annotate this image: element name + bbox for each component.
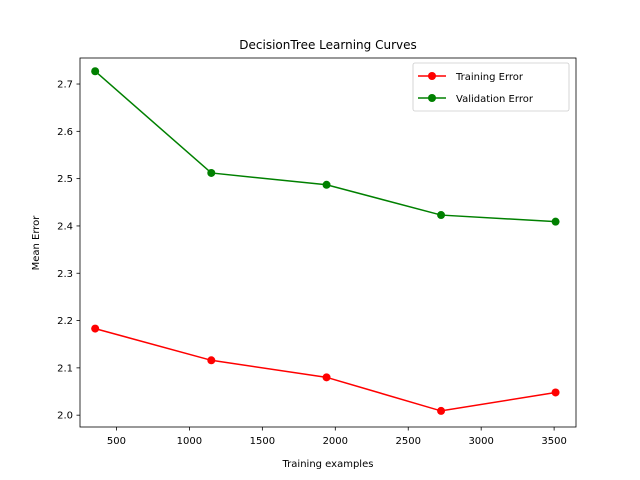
- legend-frame: [412, 62, 570, 112]
- data-point: [91, 324, 100, 333]
- y-tick-label: 2.0: [57, 411, 73, 422]
- y-axis: 2.0 2.1 2.2 2.3 2.4 2.5 2.6 2.7: [57, 80, 80, 422]
- series-layer: [91, 67, 560, 415]
- x-tick-label: 3000: [468, 436, 493, 447]
- x-tick-label: 2000: [323, 436, 348, 447]
- data-point: [551, 217, 560, 226]
- series-line: [94, 327, 556, 412]
- y-tick-label: 2.2: [57, 316, 73, 327]
- data-point: [322, 180, 331, 189]
- x-axis: 500 1000 1500 2000 2500 3000 3500: [107, 427, 567, 447]
- y-tick-label: 2.7: [57, 80, 73, 91]
- y-tick-label: 2.1: [57, 363, 73, 374]
- data-point: [207, 168, 216, 177]
- y-tick-label: 2.5: [57, 174, 73, 185]
- x-tick-label: 2500: [396, 436, 421, 447]
- data-point: [551, 388, 560, 397]
- x-tick-label: 3500: [541, 436, 566, 447]
- y-tick-label: 2.3: [57, 269, 73, 280]
- chart-title: DecisionTree Learning Curves: [239, 38, 416, 52]
- legend-label: Training Error: [455, 72, 524, 83]
- data-point: [437, 211, 446, 220]
- legend-marker: [428, 94, 436, 102]
- x-tick-label: 500: [107, 436, 126, 447]
- plot-frame: [79, 57, 577, 428]
- x-axis-label: Training examples: [282, 459, 374, 470]
- x-tick-label: 1000: [177, 436, 202, 447]
- data-point: [322, 373, 331, 382]
- plot-area: [79, 57, 577, 428]
- y-tick-label: 2.6: [57, 127, 73, 138]
- y-tick-label: 2.4: [57, 221, 73, 232]
- data-point: [91, 67, 100, 76]
- data-point: [437, 406, 446, 415]
- x-tick-label: 1500: [250, 436, 275, 447]
- legend-label: Validation Error: [456, 94, 534, 105]
- y-axis-label: Mean Error: [31, 215, 42, 271]
- legend-marker: [428, 72, 436, 80]
- legend: Training Error Validation Error: [412, 62, 570, 112]
- data-point: [207, 356, 216, 365]
